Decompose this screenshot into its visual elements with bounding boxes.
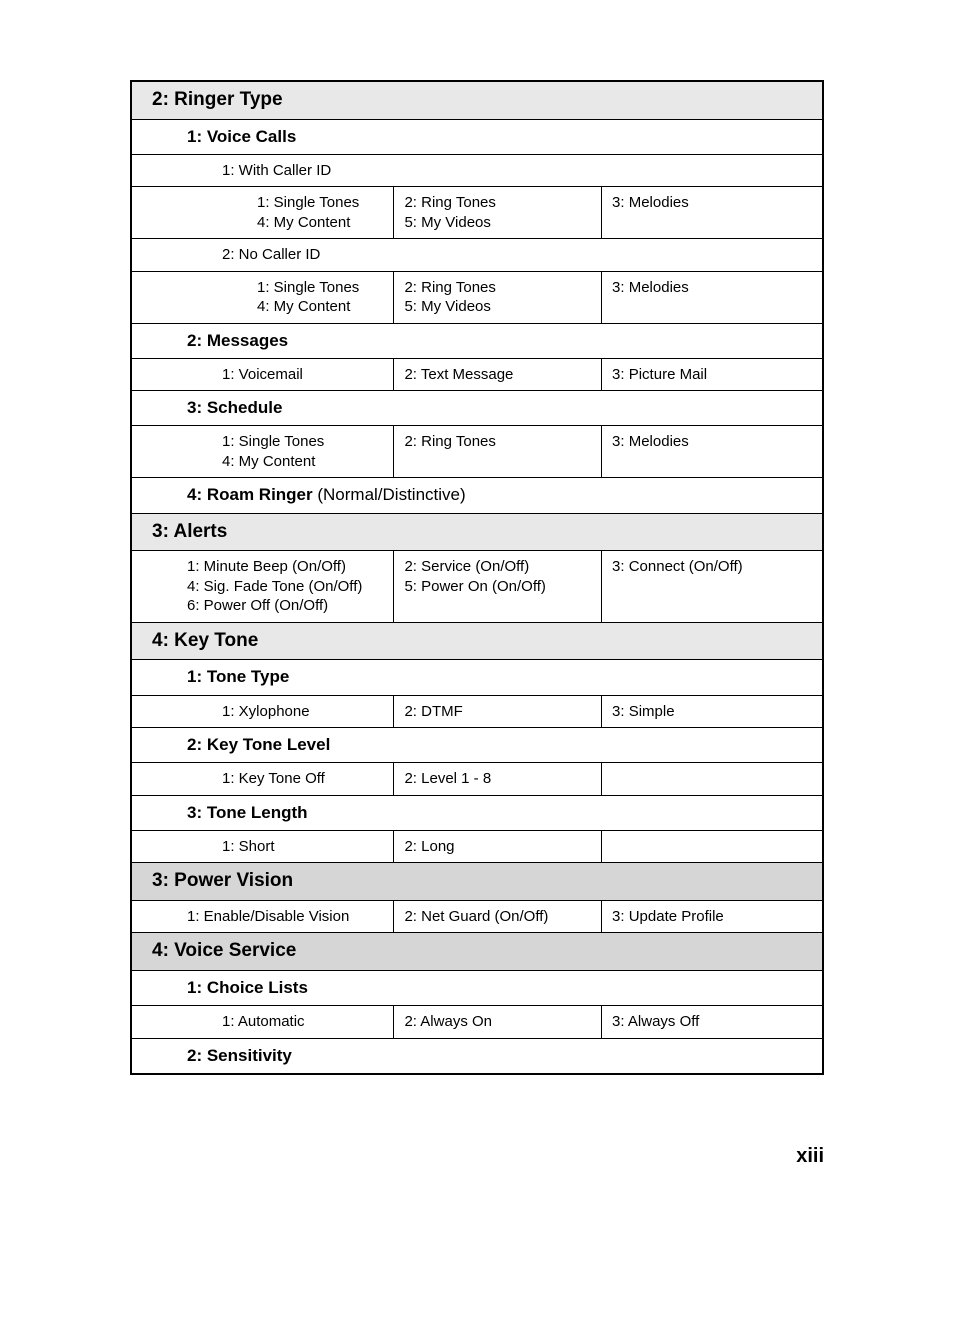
- cell-opt: 2: Always On: [394, 1006, 602, 1039]
- row-tone-length-options: 1: Short 2: Long: [131, 830, 823, 863]
- cell-opt: 1: Short: [131, 830, 394, 863]
- cell-opt: 1: Minute Beep (On/Off) 4: Sig. Fade Ton…: [131, 551, 394, 623]
- cell-opt: [602, 763, 823, 796]
- cell-opt: 3: Picture Mail: [602, 358, 823, 391]
- cell-roam-ringer: 4: Roam Ringer (Normal/Distinctive): [131, 478, 823, 513]
- cell-sensitivity: 2: Sensitivity: [131, 1038, 823, 1074]
- cell-voice-calls: 1: Voice Calls: [131, 119, 823, 154]
- row-sensitivity: 2: Sensitivity: [131, 1038, 823, 1074]
- row-tone-length: 3: Tone Length: [131, 795, 823, 830]
- cell-opt: 2: Ring Tones 5: My Videos: [394, 187, 602, 239]
- cell-opt: 2: Service (On/Off) 5: Power On (On/Off): [394, 551, 602, 623]
- cell-key-tone-level: 2: Key Tone Level: [131, 728, 823, 763]
- cell-opt: 3: Connect (On/Off): [602, 551, 823, 623]
- cell-opt: 1: Voicemail: [131, 358, 394, 391]
- row-voice-service: 4: Voice Service: [131, 933, 823, 971]
- row-tone-type-options: 1: Xylophone 2: DTMF 3: Simple: [131, 695, 823, 728]
- cell-opt: 2: Ring Tones 5: My Videos: [394, 271, 602, 323]
- row-alerts-options: 1: Minute Beep (On/Off) 4: Sig. Fade Ton…: [131, 551, 823, 623]
- cell-no-caller-id: 2: No Caller ID: [131, 239, 823, 272]
- text: 1: Minute Beep (On/Off): [187, 558, 346, 575]
- cell-alerts: 3: Alerts: [131, 513, 823, 551]
- row-schedule: 3: Schedule: [131, 391, 823, 426]
- cell-schedule: 3: Schedule: [131, 391, 823, 426]
- row-voice-calls: 1: Voice Calls: [131, 119, 823, 154]
- cell-opt: 3: Melodies: [602, 187, 823, 239]
- text-normal: (Normal/Distinctive): [317, 485, 465, 504]
- row-key-tone: 4: Key Tone: [131, 622, 823, 660]
- text: 4: My Content: [257, 298, 350, 315]
- cell-opt: 3: Melodies: [602, 271, 823, 323]
- row-key-tone-level-options: 1: Key Tone Off 2: Level 1 - 8: [131, 763, 823, 796]
- text: 6: Power Off (On/Off): [187, 597, 328, 614]
- cell-opt: 2: Ring Tones: [394, 426, 602, 478]
- cell-opt: 3: Always Off: [602, 1006, 823, 1039]
- row-alerts: 3: Alerts: [131, 513, 823, 551]
- text: 2: Service (On/Off): [404, 558, 529, 575]
- cell-voice-service: 4: Voice Service: [131, 933, 823, 971]
- cell-opt: 2: Text Message: [394, 358, 602, 391]
- row-messages-options: 1: Voicemail 2: Text Message 3: Picture …: [131, 358, 823, 391]
- row-tone-type: 1: Tone Type: [131, 660, 823, 695]
- text: 1: Single Tones: [257, 279, 359, 296]
- cell-opt: 1: Xylophone: [131, 695, 394, 728]
- cell-opt: 1: Single Tones 4: My Content: [131, 426, 394, 478]
- cell-tone-type: 1: Tone Type: [131, 660, 823, 695]
- cell-opt: 1: Single Tones 4: My Content: [131, 187, 394, 239]
- row-caller-id-options: 1: Single Tones 4: My Content 2: Ring To…: [131, 187, 823, 239]
- text: 5: My Videos: [404, 298, 490, 315]
- text: 2: Ring Tones: [404, 279, 495, 296]
- row-power-vision-options: 1: Enable/Disable Vision 2: Net Guard (O…: [131, 900, 823, 933]
- cell-opt: 3: Simple: [602, 695, 823, 728]
- row-with-caller-id: 1: With Caller ID: [131, 154, 823, 187]
- row-key-tone-level: 2: Key Tone Level: [131, 728, 823, 763]
- cell-opt: 3: Update Profile: [602, 900, 823, 933]
- cell-messages: 2: Messages: [131, 323, 823, 358]
- text: 2: Ring Tones: [404, 194, 495, 211]
- cell-power-vision: 3: Power Vision: [131, 863, 823, 901]
- cell-opt: [602, 830, 823, 863]
- row-choice-lists: 1: Choice Lists: [131, 971, 823, 1006]
- cell-opt: 1: Automatic: [131, 1006, 394, 1039]
- menu-table: 2: Ringer Type 1: Voice Calls 1: With Ca…: [130, 80, 824, 1075]
- cell-ringer-type: 2: Ringer Type: [131, 81, 823, 119]
- cell-opt: 2: Long: [394, 830, 602, 863]
- cell-opt: 1: Key Tone Off: [131, 763, 394, 796]
- page-container: 2: Ringer Type 1: Voice Calls 1: With Ca…: [0, 0, 954, 1115]
- cell-opt: 2: DTMF: [394, 695, 602, 728]
- row-power-vision: 3: Power Vision: [131, 863, 823, 901]
- cell-tone-length: 3: Tone Length: [131, 795, 823, 830]
- text: 5: My Videos: [404, 214, 490, 231]
- row-no-caller-id: 2: No Caller ID: [131, 239, 823, 272]
- cell-choice-lists: 1: Choice Lists: [131, 971, 823, 1006]
- cell-opt: 3: Melodies: [602, 426, 823, 478]
- text: 4: My Content: [257, 214, 350, 231]
- cell-opt: 1: Enable/Disable Vision: [131, 900, 394, 933]
- text: 1: Single Tones: [257, 194, 359, 211]
- cell-opt: 2: Net Guard (On/Off): [394, 900, 602, 933]
- cell-with-caller-id: 1: With Caller ID: [131, 154, 823, 187]
- text: 4: Sig. Fade Tone (On/Off): [187, 578, 362, 595]
- cell-key-tone: 4: Key Tone: [131, 622, 823, 660]
- text: 1: Single Tones: [222, 433, 324, 450]
- row-no-caller-id-options: 1: Single Tones 4: My Content 2: Ring To…: [131, 271, 823, 323]
- cell-opt: 1: Single Tones 4: My Content: [131, 271, 394, 323]
- row-choice-lists-options: 1: Automatic 2: Always On 3: Always Off: [131, 1006, 823, 1039]
- page-number: xiii: [0, 1115, 954, 1168]
- text-bold: 4: Roam Ringer: [187, 485, 317, 504]
- cell-opt: 2: Level 1 - 8: [394, 763, 602, 796]
- text: 5: Power On (On/Off): [404, 578, 545, 595]
- row-messages: 2: Messages: [131, 323, 823, 358]
- row-schedule-options: 1: Single Tones 4: My Content 2: Ring To…: [131, 426, 823, 478]
- text: 4: My Content: [222, 453, 315, 470]
- row-ringer-type: 2: Ringer Type: [131, 81, 823, 119]
- row-roam-ringer: 4: Roam Ringer (Normal/Distinctive): [131, 478, 823, 513]
